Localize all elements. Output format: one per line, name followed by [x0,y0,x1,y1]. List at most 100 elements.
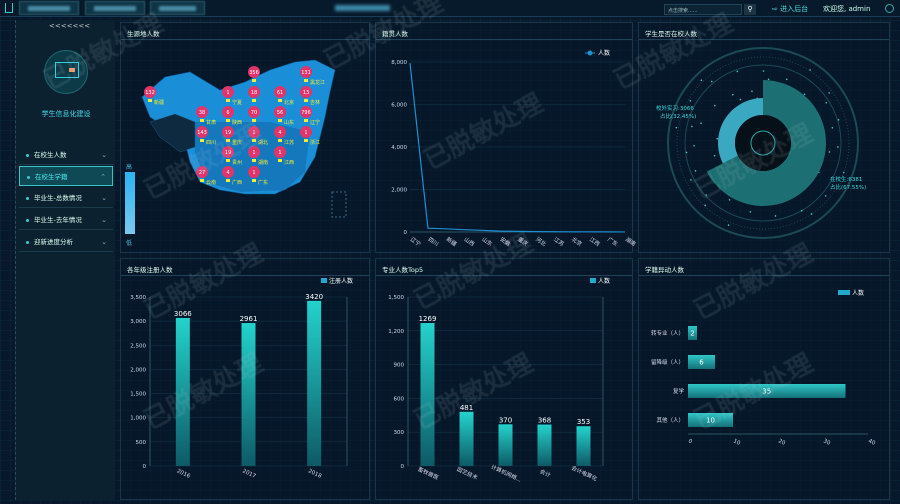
bar-value-label: 368 [538,417,551,425]
y-tick-label: 0 [143,464,147,470]
decor-dot [774,215,777,217]
x-tick-label: 广东 [606,235,620,248]
decor-dot [716,137,719,140]
decor-dot [685,151,688,154]
bar-value-label: 1269 [419,315,437,323]
x-tick-label: 会计 [539,467,553,479]
x-tick-label: 江苏 [552,235,566,248]
decor-dot [705,194,708,196]
slice-pct: 占比(67.55%) [830,183,866,191]
bar [498,424,513,466]
x-tick-label: 10 [732,438,741,447]
decor-dot [710,80,713,83]
bar-value-label: 3066 [174,310,192,318]
decor-dot [762,70,765,72]
y-tick-label: 其他（人） [656,416,684,424]
legend-label: 人数 [598,49,610,57]
bar-value-label: 3420 [305,293,323,301]
legend-swatch [838,290,850,295]
y-tick-label: 300 [394,430,405,436]
y-tick-label: 复学 [673,387,685,395]
decor-dot [842,171,845,174]
bar [307,300,322,466]
decor-dot [831,126,834,129]
decor-dot [689,100,692,102]
y-tick-label: 6,000 [391,103,407,109]
slice-pct: 占比(32.45%) [660,112,696,120]
decor-dot [727,224,730,226]
y-tick-label: 转专业（人） [651,329,684,337]
y-tick-label: 0 [404,230,408,236]
y-tick-label: 600 [394,396,405,402]
legend-label: 人数 [598,277,610,285]
x-tick-label: 0 [687,438,693,445]
x-tick-label: 山西 [463,235,477,248]
legend-label: 人数 [852,289,864,297]
y-tick-label: 0 [401,464,405,470]
bar-value-label: 353 [577,418,590,426]
decor-dot [809,69,811,71]
series-line [409,62,626,233]
decor-dot [704,204,706,207]
x-tick-label: 四川 [427,236,440,248]
y-tick-label: 1,000 [130,416,146,422]
decor-dot [825,101,828,104]
bar-value-label: 481 [460,404,473,412]
decor-dot [700,79,703,81]
y-tick-label: 1,500 [388,295,404,301]
x-tick-label: 畜牧兽医 [417,465,441,482]
bar-value-label: 2961 [240,315,258,323]
bar [459,411,474,466]
y-tick-label: 2,000 [130,367,146,373]
x-tick-label: 30 [822,438,831,447]
bar [576,426,591,466]
x-tick-label: 会计电算化 [570,464,599,483]
x-tick-label: 山东 [481,235,495,248]
y-tick-label: 4,000 [391,145,407,151]
decor-dot [731,93,734,96]
y-tick-label: 1,500 [130,392,146,398]
legend-label: 注册人数 [329,277,353,285]
x-tick-label: 新疆 [445,235,459,248]
decor-dot [785,78,788,81]
y-tick-label: 留降级（人） [651,358,684,366]
y-tick-label: 3,000 [130,319,146,325]
decor-dot [728,199,731,201]
bar-value-label: 2 [690,330,694,338]
y-tick-label: 900 [394,363,405,369]
donut-hole [735,115,791,171]
x-tick-label: 安徽 [498,235,512,248]
decor-dot [736,70,739,73]
decor-dot [803,93,806,96]
y-tick-label: 3,500 [130,295,146,301]
x-tick-label: 江西 [588,236,601,248]
y-tick-label: 8,000 [391,60,407,66]
decor-dot [691,125,693,128]
decor-dot [751,90,753,92]
decor-dot [694,170,697,172]
slice-label: 校外实习:3066 [656,104,694,112]
x-tick-label: 2018 [307,468,323,480]
x-tick-label: 2017 [241,468,257,480]
bar [537,424,552,466]
decor-dot [693,145,695,147]
slice-label: 在校生:6381 [830,175,862,183]
bar-value-label: 35 [762,388,771,396]
decor-dot [700,122,702,124]
x-tick-label: 2016 [176,468,192,480]
decor-dot [675,126,678,129]
decor-dot [837,146,839,148]
decor-dot [828,92,830,94]
bar [241,323,256,466]
x-tick-label: 重庆 [516,235,530,248]
x-tick-label: 40 [867,438,876,447]
legend-marker [587,50,593,56]
y-tick-label: 1,200 [388,329,404,335]
decor-dot [837,119,840,121]
decor-dot [739,98,742,101]
x-tick-label: 辽宁 [409,235,423,248]
decor-dot [767,78,770,81]
decor-dot [828,151,831,153]
x-tick-label: 20 [777,438,786,447]
decor-dot [824,195,827,197]
